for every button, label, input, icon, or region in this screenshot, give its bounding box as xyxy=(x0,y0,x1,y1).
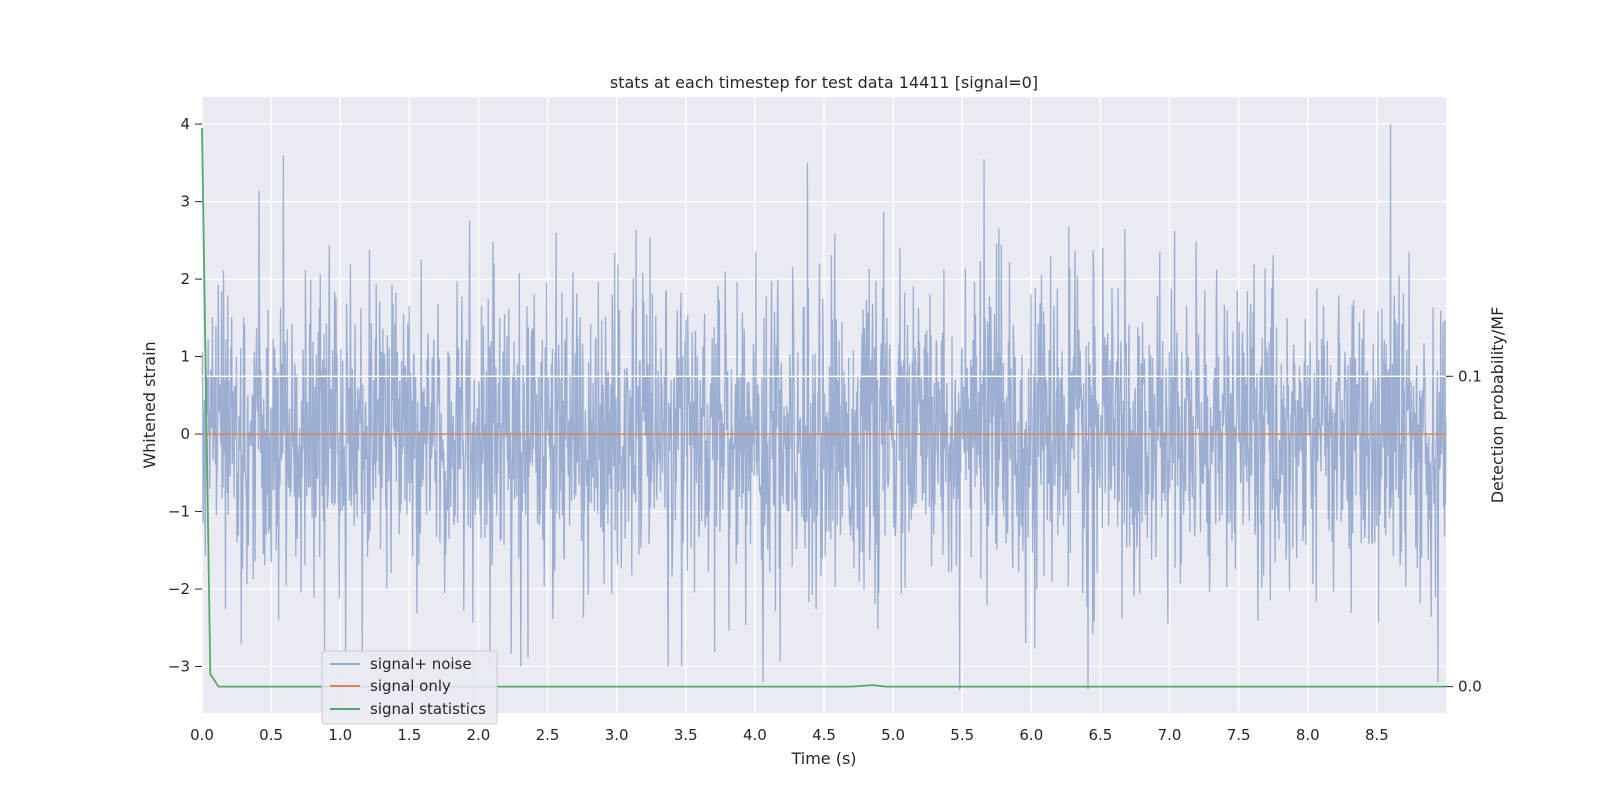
x-axis-label: Time (s) xyxy=(790,749,856,768)
x-tick-label: 8.5 xyxy=(1365,726,1389,744)
x-tick-label: 5.5 xyxy=(950,726,974,744)
x-tick-label: 0.5 xyxy=(259,726,283,744)
y2-axis-ticks: 0.1 0.0 xyxy=(1446,367,1482,696)
x-tick-label: 6.0 xyxy=(1019,726,1043,744)
signal-noise-line xyxy=(201,124,1447,690)
legend: signal+ noise signal only signal statist… xyxy=(321,650,498,725)
y-axis-label: Whitened strain xyxy=(140,341,159,468)
series-signal-noise xyxy=(201,124,1447,690)
x-tick-label: 4.5 xyxy=(812,726,836,744)
y-tick-label: 2 xyxy=(180,270,190,288)
y-axis-ticks: 4 3 2 1 0 −1 −2 −3 xyxy=(168,115,202,676)
legend-label-signal-noise: signal+ noise xyxy=(370,655,472,673)
y-tick-label: 1 xyxy=(180,348,190,366)
x-tick-label: 6.5 xyxy=(1089,726,1113,744)
y-tick-label: 4 xyxy=(180,115,190,133)
x-tick-label: 1.0 xyxy=(328,726,352,744)
legend-label-signal-statistics: signal statistics xyxy=(370,700,486,718)
y-tick-label: 0 xyxy=(180,425,190,443)
x-tick-label: 0.0 xyxy=(190,726,214,744)
y-tick-label: −2 xyxy=(168,580,190,598)
y-tick-label: 3 xyxy=(180,193,190,211)
y2-tick-label: 0.1 xyxy=(1458,367,1482,385)
x-tick-label: 5.0 xyxy=(881,726,905,744)
x-tick-label: 2.5 xyxy=(536,726,560,744)
x-tick-label: 7.0 xyxy=(1158,726,1182,744)
x-tick-label: 3.0 xyxy=(605,726,629,744)
x-tick-label: 2.0 xyxy=(467,726,491,744)
chart-title: stats at each timestep for test data 144… xyxy=(610,73,1038,92)
x-tick-label: 4.0 xyxy=(743,726,767,744)
y2-tick-label: 0.0 xyxy=(1458,678,1482,696)
y-tick-label: −3 xyxy=(168,658,190,676)
series-signal-statistics xyxy=(201,127,1446,688)
x-tick-label: 1.5 xyxy=(397,726,421,744)
x-tick-label: 8.0 xyxy=(1296,726,1320,744)
x-axis-ticks: 0.0 0.5 1.0 1.5 2.0 2.5 3.0 3.5 4.0 4.5 5.0 5.5 6.0 6… xyxy=(190,726,1389,744)
legend-label-signal-only: signal only xyxy=(370,677,451,695)
x-tick-label: 3.5 xyxy=(674,726,698,744)
x-tick-label: 7.5 xyxy=(1227,726,1251,744)
signal-statistics-line xyxy=(201,127,1446,688)
legend-box xyxy=(321,650,498,725)
y-tick-label: −1 xyxy=(168,503,190,521)
y2-axis-label: Detection probability/MF xyxy=(1488,307,1507,504)
